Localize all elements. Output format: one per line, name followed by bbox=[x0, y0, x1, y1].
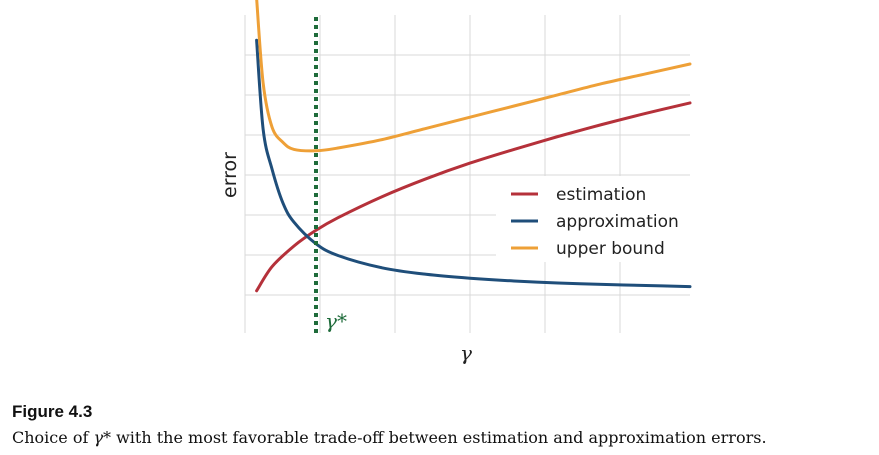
figure-label: Figure 4.3 bbox=[12, 402, 93, 421]
figure-caption-block: Figure 4.3 Choice of γ* with the most fa… bbox=[12, 402, 872, 447]
figure-caption: Choice of γ* with the most favorable tra… bbox=[12, 428, 872, 447]
series-line-estimation bbox=[255, 101, 692, 293]
caption-text-end: with the most favorable trade-off betwee… bbox=[111, 428, 767, 447]
series-lines bbox=[255, 0, 692, 293]
legend-label-upper-bound: upper bound bbox=[556, 239, 665, 259]
gamma-star-label: γ* bbox=[325, 309, 347, 333]
figure-chart: γ* estimation approximation upper bound … bbox=[219, 0, 692, 365]
caption-symbol: γ* bbox=[93, 428, 112, 447]
legend-label-estimation: estimation bbox=[556, 185, 646, 205]
series-line-upper-bound bbox=[255, 0, 692, 153]
caption-text-start: Choice of bbox=[12, 428, 94, 447]
series-line-approximation bbox=[255, 38, 692, 289]
legend: estimation approximation upper bound bbox=[496, 176, 692, 262]
y-axis-title: error bbox=[219, 152, 241, 198]
legend-label-approximation: approximation bbox=[556, 212, 679, 232]
x-axis-title: γ bbox=[460, 341, 472, 365]
grid bbox=[244, 15, 690, 333]
